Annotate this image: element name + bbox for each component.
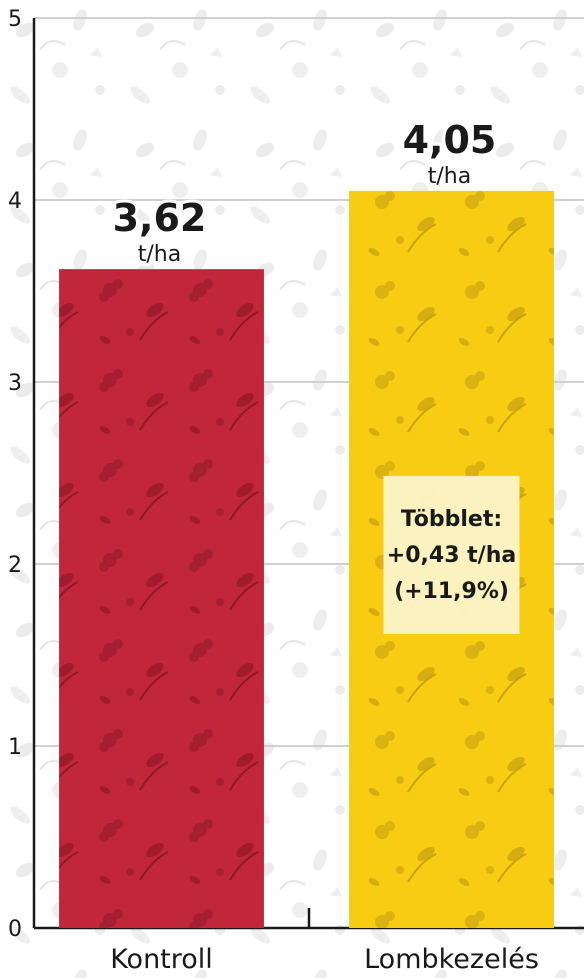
y-tick-label: 0 [8, 917, 22, 942]
bars [59, 190, 554, 928]
y-tick-labels: 0 1 2 3 4 5 [8, 7, 22, 942]
annotation-box [383, 475, 520, 634]
y-tick-label: 3 [8, 371, 22, 396]
y-tick-label: 5 [8, 7, 22, 32]
category-labels: Kontroll Lombkezelés [110, 944, 539, 975]
y-tick-label: 2 [8, 553, 22, 578]
value-unit-label: t/ha [428, 164, 471, 189]
annotation-line: +0,43 t/ha [387, 543, 516, 568]
annotation-line: (+11,9%) [394, 579, 509, 604]
annotation: Többlet: +0,43 t/ha (+11,9%) [383, 475, 520, 634]
bar-kontroll [59, 269, 264, 928]
value-label: 4,05 [403, 118, 497, 162]
value-label: 3,62 [113, 196, 207, 240]
annotation-line: Többlet: [401, 507, 502, 532]
category-label: Kontroll [110, 944, 213, 975]
value-unit-label: t/ha [138, 242, 181, 267]
category-label: Lombkezelés [364, 944, 539, 975]
value-labels: 3,62t/ha4,05t/ha [110, 115, 500, 270]
y-tick-label: 1 [8, 735, 22, 760]
y-tick-label: 4 [8, 189, 22, 214]
